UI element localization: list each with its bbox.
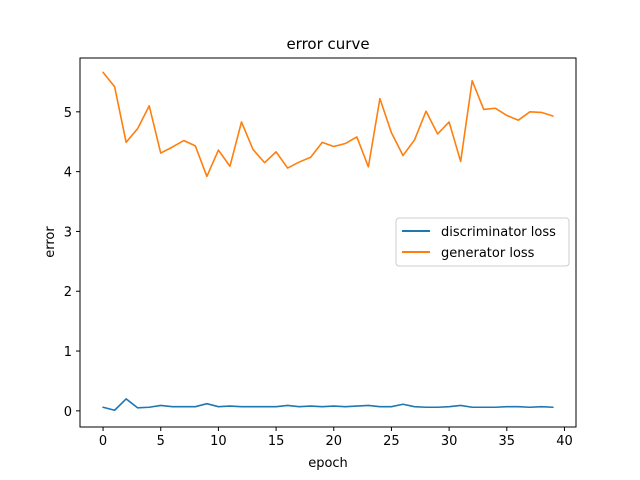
y-axis-label: error bbox=[43, 226, 58, 258]
plot-frame bbox=[79, 57, 577, 428]
x-tick-label: 0 bbox=[99, 434, 107, 449]
y-tick-label: 2 bbox=[64, 285, 72, 300]
x-tick-label: 10 bbox=[210, 434, 227, 449]
legend-box bbox=[395, 217, 570, 267]
series-layer bbox=[102, 71, 554, 412]
y-tick-label: 0 bbox=[64, 405, 72, 420]
legend-label-discriminator: discriminator loss bbox=[441, 225, 556, 240]
legend: discriminator loss generator loss bbox=[395, 217, 570, 267]
series-line-generator bbox=[102, 71, 554, 178]
x-tick-label: 40 bbox=[556, 434, 573, 449]
y-tick-label: 4 bbox=[64, 166, 72, 181]
x-tick-label: 5 bbox=[157, 434, 165, 449]
x-axis-ticks: 0 5 10 15 20 25 30 35 40 bbox=[99, 427, 573, 449]
x-tick-label: 30 bbox=[441, 434, 458, 449]
x-tick-label: 20 bbox=[325, 434, 342, 449]
x-tick-label: 25 bbox=[383, 434, 400, 449]
x-tick-label: 35 bbox=[499, 434, 516, 449]
series-line-discriminator bbox=[102, 398, 554, 412]
chart-title: error curve bbox=[286, 35, 369, 53]
y-tick-label: 3 bbox=[64, 225, 72, 240]
y-axis-ticks: 0 1 2 3 4 5 bbox=[64, 106, 80, 420]
y-tick-label: 1 bbox=[64, 345, 72, 360]
y-tick-label: 5 bbox=[64, 106, 72, 121]
x-axis-label: epoch bbox=[308, 456, 348, 471]
legend-label-generator: generator loss bbox=[441, 246, 535, 261]
x-tick-label: 15 bbox=[268, 434, 285, 449]
